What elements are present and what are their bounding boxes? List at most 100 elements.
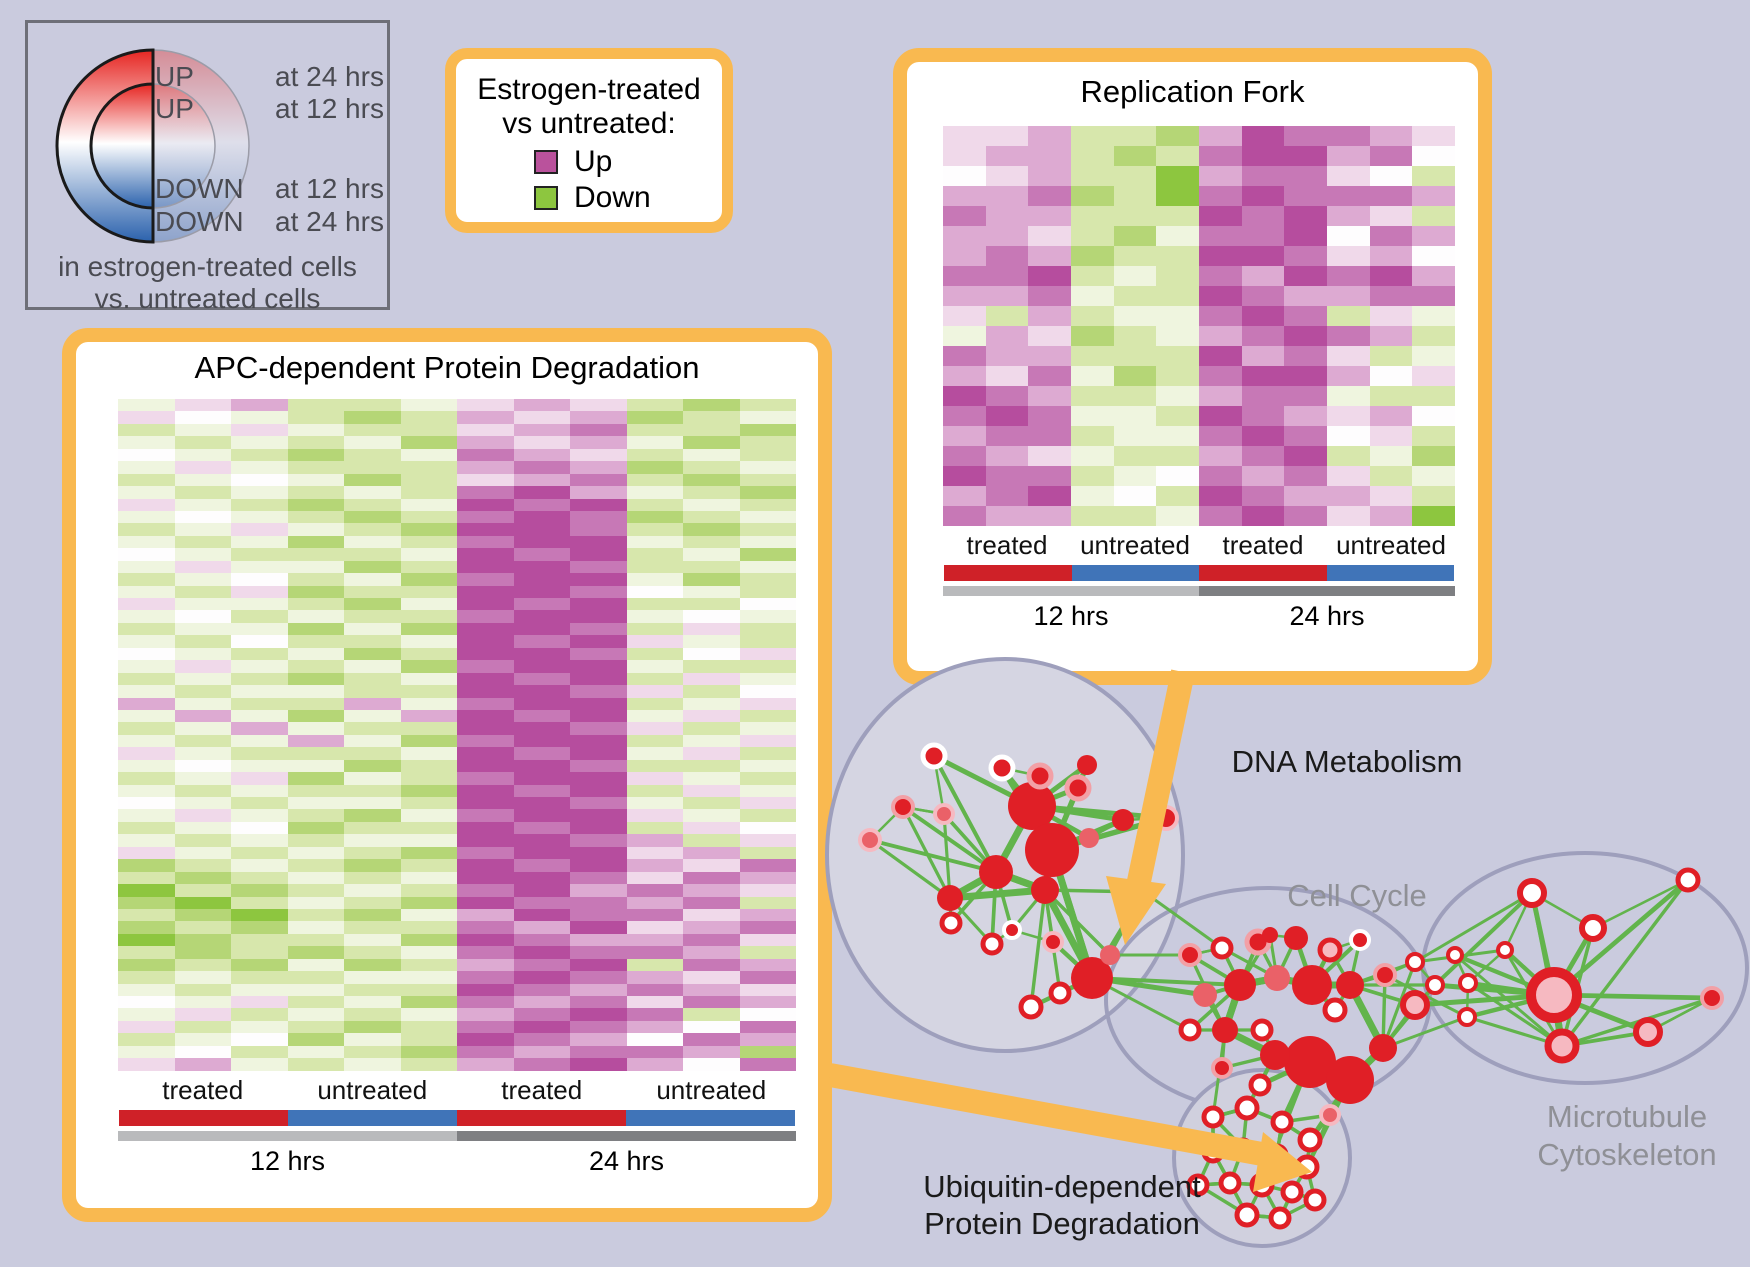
heatmap-cell (739, 610, 796, 623)
heatmap-cell (943, 326, 986, 346)
condition-bar (457, 1110, 626, 1126)
heatmap-cell (118, 859, 175, 872)
heatmap-cell (1241, 266, 1285, 286)
heatmap-cell (943, 406, 986, 426)
heatmap-row (118, 859, 796, 872)
heatmap-cell (118, 958, 175, 972)
heatmap-cell (118, 486, 175, 499)
heatmap-cell (1113, 246, 1157, 266)
heatmap-cell (457, 709, 514, 723)
heatmap-cell (985, 206, 1029, 226)
ring-legend-box: UP at 24 hrs UP at 12 hrs DOWN at 12 hrs DOWN a… (25, 20, 390, 314)
heatmap-cell (739, 709, 796, 723)
heatmap-cell (287, 1058, 344, 1071)
heatmap-cell (344, 510, 401, 524)
heatmap-cell (118, 548, 175, 561)
condition-bar (1326, 565, 1454, 581)
heatmap-cell (344, 622, 401, 636)
heatmap-cell (287, 461, 344, 474)
heatmap-cell (513, 784, 570, 797)
heatmap-cell (118, 1045, 175, 1059)
heatmap-cell (118, 448, 175, 462)
heatmap-cell (626, 1033, 683, 1046)
apc-degradation-heatmap (118, 399, 796, 1071)
heatmap-cell (570, 523, 627, 536)
heatmap-cell (400, 784, 457, 797)
heatmap-cell (174, 996, 231, 1009)
heatmap-cell (287, 709, 344, 723)
heatmap-cell (683, 983, 740, 996)
heatmap-row (943, 446, 1456, 466)
heatmap-cell (683, 772, 740, 785)
heatmap-cell (570, 585, 627, 598)
heatmap-cell (1071, 266, 1114, 286)
heatmap-cell (570, 685, 627, 698)
heatmap-cell (1071, 146, 1114, 166)
time-label: at 24 hrs (275, 206, 384, 237)
heatmap-cell (287, 996, 344, 1009)
heatmap-cell (513, 610, 570, 623)
heatmap-cell (400, 759, 457, 773)
heatmap-cell (1113, 426, 1157, 446)
heatmap-cell (1327, 386, 1370, 406)
heatmap-cell (231, 423, 288, 437)
heatmap-cell (344, 709, 401, 723)
heatmap-cell (985, 166, 1029, 186)
heatmap-cell (231, 436, 288, 449)
heatmap-row (118, 660, 796, 673)
heatmap-cell (1113, 366, 1157, 386)
heatmap-cell (400, 971, 457, 984)
heatmap-cell (513, 996, 570, 1009)
condition-label: treated (162, 1075, 244, 1105)
heatmap-row (118, 411, 796, 424)
heatmap-row (118, 1020, 796, 1034)
heatmap-cell (457, 523, 514, 536)
heatmap-cell (626, 784, 683, 797)
heatmap-row (118, 772, 796, 785)
heatmap-cell (1369, 406, 1413, 426)
heatmap-cell (457, 946, 514, 959)
heatmap-cell (739, 423, 796, 437)
heatmap-cell (943, 266, 986, 286)
heatmap-cell (1284, 346, 1328, 366)
heatmap-row (118, 635, 796, 648)
heatmap-cell (683, 1045, 740, 1059)
heatmap-cell (626, 846, 683, 860)
heatmap-cell (118, 884, 175, 897)
heatmap-cell (513, 958, 570, 972)
heatmap-cell (1241, 346, 1285, 366)
heatmap-cell (231, 772, 288, 785)
heatmap-cell (1156, 286, 1200, 306)
heatmap-cell (985, 506, 1029, 526)
heatmap-cell (174, 660, 231, 673)
heatmap-cell (457, 498, 514, 511)
heatmap-cell (1071, 206, 1114, 226)
heatmap-cell (943, 186, 986, 206)
heatmap-cell (626, 1058, 683, 1071)
heatmap-cell (174, 1045, 231, 1059)
heatmap-cell (231, 635, 288, 648)
heatmap-cell (344, 635, 401, 648)
heatmap-cell (626, 946, 683, 959)
updown-legend-title-line2: vs untreated: (502, 107, 676, 140)
heatmap-cell (1156, 386, 1200, 406)
heatmap-cell (739, 809, 796, 822)
heatmap-cell (287, 958, 344, 972)
heatmap-cell (513, 946, 570, 959)
time-bar (457, 1131, 796, 1141)
heatmap-cell (513, 510, 570, 524)
heatmap-cell (1327, 166, 1370, 186)
heatmap-cell (287, 908, 344, 922)
direction-label: UP (155, 93, 194, 124)
heatmap-cell (683, 685, 740, 698)
heatmap-cell (570, 1008, 627, 1021)
heatmap-cell (400, 573, 457, 586)
heatmap-cell (344, 498, 401, 511)
heatmap-cell (457, 535, 514, 549)
heatmap-cell (570, 498, 627, 511)
heatmap-cell (683, 598, 740, 611)
heatmap-cell (1327, 126, 1370, 146)
replication-fork-heatmap (943, 126, 1456, 526)
heatmap-cell (1028, 426, 1072, 446)
heatmap-cell (400, 610, 457, 623)
